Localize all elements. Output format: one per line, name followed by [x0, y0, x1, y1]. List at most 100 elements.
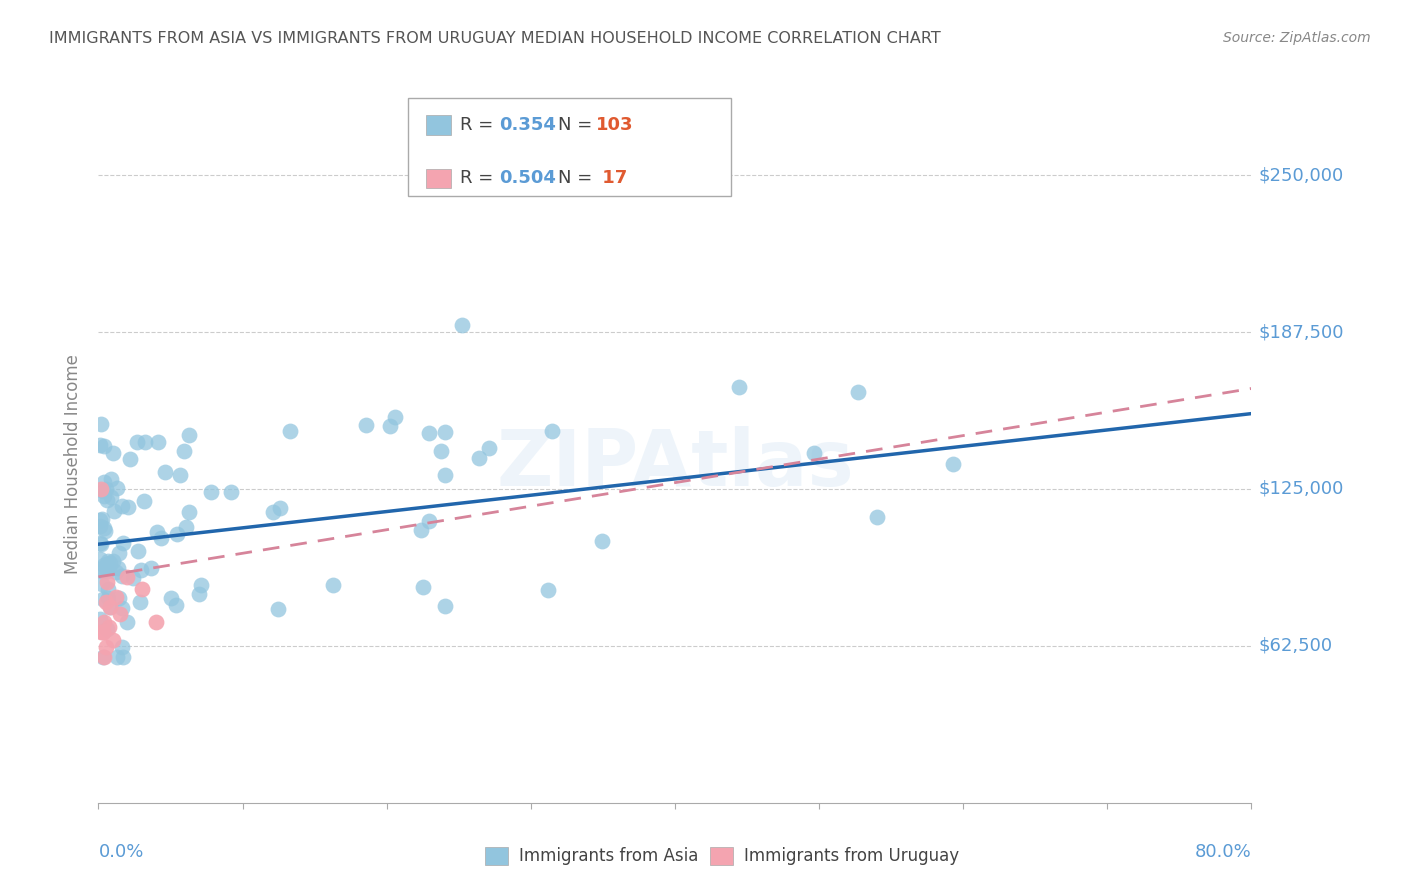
- Point: [121, 571, 143, 585]
- Point: [120, 452, 142, 467]
- Point: [378, 418, 401, 433]
- Point: [90, 625, 112, 640]
- Point: [93, 615, 115, 629]
- Text: $250,000: $250,000: [1258, 166, 1344, 184]
- Point: [100, 490, 122, 504]
- Point: [262, 505, 284, 519]
- Point: [434, 425, 457, 439]
- Point: [89, 438, 111, 452]
- Point: [91, 592, 114, 607]
- Point: [108, 607, 131, 622]
- Point: [94, 640, 117, 654]
- Point: [169, 468, 191, 483]
- Point: [96, 622, 118, 636]
- Point: [145, 615, 167, 629]
- Point: [149, 531, 172, 545]
- Point: [219, 485, 242, 500]
- Point: [107, 481, 129, 495]
- Point: [430, 444, 453, 458]
- Point: [90, 577, 112, 591]
- Point: [384, 410, 406, 425]
- Point: [134, 435, 156, 450]
- Point: [93, 650, 115, 665]
- Point: [111, 640, 134, 654]
- Point: [111, 535, 134, 549]
- Point: [166, 527, 188, 541]
- Point: [91, 625, 114, 640]
- Point: [96, 492, 118, 507]
- Point: [90, 482, 112, 496]
- Point: [93, 521, 115, 535]
- Point: [91, 512, 114, 526]
- Text: Immigrants from Asia: Immigrants from Asia: [519, 847, 699, 865]
- Text: Source: ZipAtlas.com: Source: ZipAtlas.com: [1223, 31, 1371, 45]
- Point: [111, 500, 134, 514]
- Point: [111, 600, 134, 615]
- Text: N =: N =: [558, 169, 598, 187]
- Point: [127, 544, 149, 558]
- Text: R =: R =: [460, 169, 499, 187]
- Point: [93, 475, 115, 490]
- Point: [89, 612, 111, 626]
- Point: [107, 561, 129, 575]
- Point: [139, 561, 162, 575]
- Point: [129, 563, 152, 577]
- Point: [356, 417, 378, 432]
- Point: [101, 446, 124, 460]
- Point: [93, 489, 115, 503]
- Point: [450, 318, 472, 332]
- Point: [153, 465, 176, 479]
- Point: [728, 379, 751, 393]
- Text: 0.0%: 0.0%: [98, 844, 143, 862]
- Point: [179, 505, 201, 519]
- Point: [97, 554, 120, 568]
- Point: [103, 503, 125, 517]
- Point: [89, 536, 111, 550]
- Point: [146, 525, 169, 540]
- Point: [434, 599, 457, 614]
- Point: [134, 494, 156, 508]
- Point: [101, 632, 124, 647]
- Point: [536, 582, 558, 597]
- Point: [280, 424, 302, 438]
- Point: [97, 582, 120, 597]
- Point: [866, 510, 889, 524]
- Point: [111, 650, 134, 665]
- Point: [165, 599, 187, 613]
- Point: [107, 546, 129, 560]
- Point: [96, 574, 118, 589]
- Point: [267, 602, 290, 616]
- Point: [418, 514, 440, 528]
- Point: [98, 556, 121, 570]
- Point: [97, 620, 120, 634]
- Point: [90, 417, 112, 431]
- Point: [418, 425, 440, 440]
- Point: [160, 591, 183, 605]
- Point: [93, 524, 115, 538]
- Point: [468, 450, 491, 465]
- Point: [412, 580, 434, 594]
- Point: [803, 446, 825, 460]
- Point: [91, 650, 114, 665]
- Point: [104, 590, 127, 604]
- Point: [98, 599, 121, 614]
- Text: N =: N =: [558, 116, 598, 134]
- Point: [433, 468, 456, 483]
- Point: [200, 485, 222, 500]
- Text: 17: 17: [596, 169, 627, 187]
- Point: [103, 554, 125, 568]
- Text: IMMIGRANTS FROM ASIA VS IMMIGRANTS FROM URUGUAY MEDIAN HOUSEHOLD INCOME CORRELAT: IMMIGRANTS FROM ASIA VS IMMIGRANTS FROM …: [49, 31, 941, 46]
- Text: $125,000: $125,000: [1258, 480, 1344, 498]
- Text: 80.0%: 80.0%: [1195, 844, 1251, 862]
- Point: [115, 615, 138, 629]
- Point: [129, 595, 152, 609]
- Y-axis label: Median Household Income: Median Household Income: [65, 354, 83, 574]
- Point: [96, 483, 118, 497]
- Text: 103: 103: [596, 116, 634, 134]
- Point: [111, 569, 134, 583]
- Point: [105, 650, 128, 665]
- Point: [409, 524, 432, 538]
- Point: [91, 484, 114, 499]
- Point: [94, 595, 117, 609]
- Point: [942, 458, 965, 472]
